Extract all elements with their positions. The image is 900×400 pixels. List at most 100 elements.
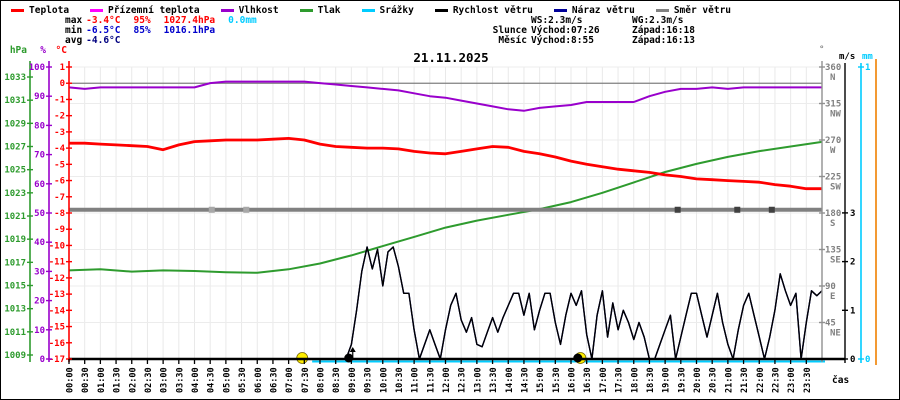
svg-text:-3: -3 (54, 128, 65, 138)
svg-text:01:00: 01:00 (97, 367, 107, 393)
astro-set-time: Západ:16:13 (632, 35, 695, 46)
svg-text:20:30: 20:30 (709, 367, 719, 393)
svg-text:hPa: hPa (10, 45, 27, 56)
wind-direction-marker (674, 206, 681, 213)
svg-text:10:00: 10:00 (379, 367, 389, 393)
svg-text:100: 100 (29, 63, 45, 73)
svg-text:06:00: 06:00 (254, 367, 264, 393)
svg-text:16:00: 16:00 (568, 367, 578, 393)
svg-text:-1: -1 (54, 95, 65, 105)
svg-text:NW: NW (830, 110, 841, 120)
svg-text:05:30: 05:30 (238, 367, 248, 393)
svg-text:16:30: 16:30 (583, 367, 593, 393)
svg-text:08:30: 08:30 (332, 367, 342, 393)
svg-text:1: 1 (850, 306, 855, 316)
svg-text:NE: NE (830, 329, 841, 339)
stats-row-label: avg (65, 35, 83, 46)
astro-row: Měsíc Východ:8:55 Západ:16:13 (463, 36, 695, 46)
svg-text:2: 2 (850, 258, 855, 268)
svg-text:315: 315 (825, 100, 841, 110)
svg-text:40: 40 (34, 238, 45, 248)
chart-date-title: 21.11.2025 (413, 50, 489, 65)
legend-label: Směr větru (673, 5, 732, 16)
svg-text:0: 0 (40, 355, 45, 365)
svg-text:0: 0 (60, 79, 65, 89)
stats-value: 0.0mm (228, 15, 257, 26)
svg-text:15:00: 15:00 (536, 367, 546, 393)
svg-text:45: 45 (825, 319, 836, 329)
svg-text:1009: 1009 (4, 351, 26, 361)
svg-text:13:00: 13:00 (473, 367, 483, 393)
svg-text:01:30: 01:30 (113, 367, 123, 393)
svg-text:23:30: 23:30 (803, 367, 813, 393)
svg-text:0: 0 (865, 355, 870, 365)
svg-text:10:30: 10:30 (395, 367, 405, 393)
svg-text:07:30: 07:30 (301, 367, 311, 393)
astro-row: Slunce Východ:07:26 Západ:16:18 (463, 26, 695, 36)
svg-text:17:00: 17:00 (599, 367, 609, 393)
svg-text:00:30: 00:30 (81, 367, 91, 393)
svg-text:50: 50 (34, 209, 45, 219)
stats-value: 85% (133, 25, 151, 36)
legend-label: Teplota (29, 5, 70, 16)
svg-text:18:30: 18:30 (646, 367, 656, 393)
svg-text:S: S (830, 219, 835, 229)
svg-text:-6: -6 (54, 177, 65, 187)
svg-text:-12: -12 (49, 274, 65, 284)
svg-text:-4: -4 (54, 144, 65, 154)
svg-text:-5: -5 (54, 160, 65, 170)
svg-text:°C: °C (56, 45, 68, 56)
legend-label: Srážky (379, 5, 414, 16)
svg-text:1015: 1015 (4, 282, 26, 292)
legend-color-dash-icon (220, 9, 234, 12)
svg-text:-13: -13 (49, 290, 65, 300)
legend-item: Vlhkost (220, 5, 279, 16)
legend-label: Rychlost větru (452, 5, 533, 16)
svg-text:70: 70 (34, 151, 45, 161)
svg-text:14:30: 14:30 (520, 367, 530, 393)
svg-text:12:00: 12:00 (442, 367, 452, 393)
legend: Teplota Přízemní teplota Vlhkost Tlak Srážky… (11, 5, 752, 16)
svg-text:22:30: 22:30 (771, 367, 781, 393)
svg-text:3: 3 (850, 209, 855, 219)
svg-text:04:00: 04:00 (191, 367, 201, 393)
svg-text:1019: 1019 (4, 235, 26, 245)
svg-text:°: ° (819, 45, 824, 55)
svg-text:-2: -2 (54, 112, 65, 122)
svg-text:11:30: 11:30 (426, 367, 436, 393)
legend-item: Srážky (361, 5, 414, 16)
wind-direction-marker (208, 206, 215, 213)
stats-value: 1016.1hPa (163, 25, 216, 36)
legend-item: Teplota (11, 5, 69, 16)
svg-text:N: N (830, 73, 835, 83)
svg-text:02:30: 02:30 (144, 367, 154, 393)
wind-speed-summary: WS:2.3m/s (531, 15, 583, 26)
svg-text:1017: 1017 (4, 258, 26, 268)
legend-color-dash-icon (11, 9, 24, 12)
astro-rise-time: Východ:07:26 (531, 25, 600, 36)
stats-block: max -3.4°C 95% 1027.4hPa 0.0mm min -6.5°C 85% 10… (65, 16, 270, 46)
svg-text:14:00: 14:00 (505, 367, 515, 393)
svg-text:09:00: 09:00 (348, 367, 358, 393)
svg-text:čas: čas (832, 375, 849, 386)
svg-text:12:30: 12:30 (458, 367, 468, 393)
svg-text:225: 225 (825, 173, 841, 183)
legend-item: Náraz větru (553, 5, 635, 16)
stats-row: min -6.5°C 85% 1016.1hPa (65, 26, 270, 36)
svg-text:1029: 1029 (4, 119, 26, 129)
legend-color-dash-icon (434, 9, 448, 12)
svg-text:-10: -10 (49, 241, 65, 251)
svg-text:0: 0 (850, 355, 855, 365)
stats-value: -3.4°C (86, 15, 121, 26)
svg-text:02:00: 02:00 (128, 367, 138, 393)
stats-row: max -3.4°C 95% 1027.4hPa 0.0mm (65, 16, 270, 26)
stats-value: 1027.4hPa (163, 15, 216, 26)
svg-text:1021: 1021 (4, 212, 26, 222)
svg-text:E: E (830, 292, 835, 302)
legend-item: Směr větru (655, 5, 732, 16)
svg-text:06:30: 06:30 (269, 367, 279, 393)
svg-text:13:30: 13:30 (489, 367, 499, 393)
legend-label: Vlhkost (238, 5, 279, 16)
svg-text:W: W (830, 146, 836, 156)
svg-text:-14: -14 (49, 306, 66, 316)
